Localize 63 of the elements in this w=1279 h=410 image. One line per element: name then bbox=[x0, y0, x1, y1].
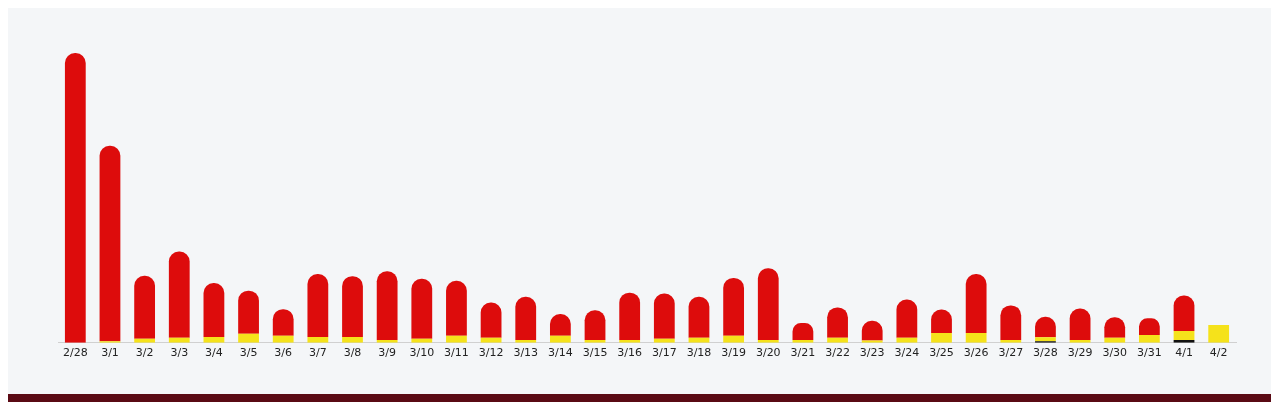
x-tick-label: 3/26 bbox=[963, 346, 989, 360]
x-tick-label: 3/15 bbox=[582, 346, 608, 360]
bar bbox=[238, 290, 259, 334]
x-tick-label: 3/2 bbox=[135, 346, 154, 360]
x-tick-label: 3/10 bbox=[409, 346, 435, 360]
x-tick-label: 4/2 bbox=[1209, 346, 1228, 360]
x-tick-label: 3/13 bbox=[513, 346, 539, 360]
bar bbox=[1208, 325, 1230, 343]
bar bbox=[515, 296, 537, 340]
x-tick-label: 2/28 bbox=[62, 346, 88, 360]
bar bbox=[896, 299, 918, 338]
x-tick-label: 3/18 bbox=[686, 346, 712, 360]
bar bbox=[238, 333, 259, 343]
bar bbox=[619, 292, 641, 340]
bar bbox=[480, 302, 502, 338]
x-tick-label: 3/28 bbox=[1033, 346, 1058, 360]
x-tick-label: 3/14 bbox=[548, 346, 573, 360]
x-tick-label: 3/8 bbox=[343, 346, 362, 360]
bar bbox=[965, 274, 987, 333]
bar bbox=[1173, 295, 1195, 331]
x-tick-label: 3/4 bbox=[205, 346, 223, 360]
x-tick-label: 3/25 bbox=[929, 346, 954, 360]
x-tick-label: 3/19 bbox=[721, 346, 746, 360]
x-tick-label: 3/29 bbox=[1067, 346, 1093, 360]
bar bbox=[931, 332, 952, 343]
bar bbox=[653, 293, 675, 339]
x-tick-label: 3/1 bbox=[101, 346, 119, 360]
x-tick-label: 3/23 bbox=[859, 346, 885, 360]
bar bbox=[757, 268, 779, 340]
x-tick-label: 3/17 bbox=[651, 346, 677, 360]
x-tick-label: 3/30 bbox=[1102, 346, 1128, 360]
x-tick-label: 3/7 bbox=[309, 346, 327, 360]
bar bbox=[64, 53, 86, 343]
bar bbox=[307, 274, 329, 337]
bar bbox=[134, 275, 156, 339]
x-tick-label: 3/20 bbox=[755, 346, 781, 360]
x-tick-label: 3/11 bbox=[444, 346, 469, 360]
x-tick-label: 3/24 bbox=[894, 346, 920, 360]
bar bbox=[1000, 305, 1022, 340]
x-tick-label: 3/31 bbox=[1137, 346, 1162, 360]
x-tick-label: 3/16 bbox=[617, 346, 643, 360]
x-tick-label: 3/22 bbox=[825, 346, 850, 360]
bar bbox=[1138, 334, 1160, 343]
bar bbox=[446, 280, 467, 336]
bar bbox=[1173, 330, 1195, 340]
bar bbox=[723, 277, 745, 336]
x-tick-label: 3/3 bbox=[170, 346, 189, 360]
x-tick-label: 3/12 bbox=[478, 346, 504, 360]
x-tick-label: 3/27 bbox=[998, 346, 1024, 360]
bar bbox=[376, 271, 398, 340]
x-tick-label: 3/6 bbox=[274, 346, 293, 360]
bar bbox=[1035, 337, 1056, 342]
x-tick-label: 4/1 bbox=[1175, 346, 1193, 360]
x-tick-label: 3/9 bbox=[378, 346, 396, 360]
bar bbox=[203, 283, 225, 337]
bar bbox=[965, 332, 987, 343]
bar bbox=[688, 296, 710, 338]
bar bbox=[168, 251, 190, 338]
x-tick-label: 3/21 bbox=[790, 346, 816, 360]
bar bbox=[411, 278, 433, 339]
x-tick-label: 3/5 bbox=[239, 346, 258, 360]
bar bbox=[342, 276, 363, 337]
bar bbox=[99, 145, 121, 342]
